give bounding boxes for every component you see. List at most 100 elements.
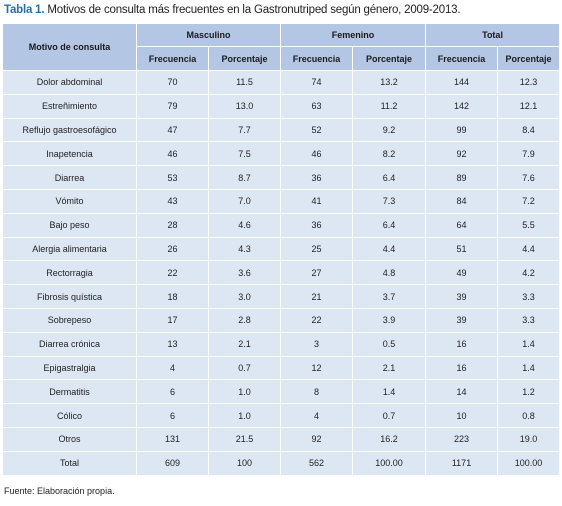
table-row: Bajo peso 28 4.6 36 6.4 64 5.5 — [2, 212, 561, 238]
row-label-cell: Fibrosis quística — [2, 284, 137, 309]
source-note: Fuente: Elaboración propia. — [4, 486, 115, 496]
row-label-cell: Alergia alimentaria — [2, 236, 137, 262]
value-cell: 144 — [425, 70, 499, 95]
value-cell: 21.5 — [207, 426, 282, 452]
value-cell: 52 — [280, 117, 354, 143]
header-group-femenino: Femenino — [280, 23, 427, 47]
value-cell: 4.6 — [207, 212, 282, 238]
value-cell: 4.4 — [497, 236, 561, 262]
table-row: Dolor abdominal 70 11.5 74 13.2 144 12.3 — [2, 70, 561, 95]
table-row: Dermatitis 6 1.0 8 1.4 14 1.2 — [2, 379, 561, 405]
value-cell: 4 — [136, 355, 209, 381]
table-row: Sobrepeso 17 2.8 22 3.9 39 3.3 — [2, 307, 561, 333]
value-cell: 51 — [425, 236, 499, 262]
value-cell: 4.3 — [207, 236, 282, 262]
value-cell: 3.3 — [497, 307, 561, 333]
value-cell: 8.2 — [352, 141, 427, 167]
row-label-cell: Total — [2, 450, 137, 476]
table-caption: Tabla 1. Motivos de consulta más frecuen… — [4, 4, 461, 16]
value-cell: 99 — [425, 117, 499, 143]
row-label-cell: Diarrea — [2, 165, 137, 190]
row-label-cell: Vómito — [2, 188, 137, 214]
value-cell: 7.7 — [207, 117, 282, 143]
row-label-cell: Sobrepeso — [2, 307, 137, 333]
table-row: Cólico 6 1.0 4 0.7 10 0.8 — [2, 403, 561, 428]
value-cell: 64 — [425, 212, 499, 238]
value-cell: 3.0 — [207, 284, 282, 309]
value-cell: 36 — [280, 165, 354, 190]
value-cell: 36 — [280, 212, 354, 238]
row-label-cell: Rectorragia — [2, 260, 137, 286]
value-cell: 14 — [425, 379, 499, 405]
row-label-cell: Estreñimiento — [2, 93, 137, 119]
value-cell: 562 — [280, 450, 354, 476]
value-cell: 1.4 — [497, 355, 561, 381]
table-body: Dolor abdominal 70 11.5 74 13.2 144 12.3 Estreñ… — [2, 70, 561, 476]
caption-label: Tabla 1. — [4, 4, 45, 16]
value-cell: 1.2 — [497, 379, 561, 405]
value-cell: 100.00 — [352, 450, 427, 476]
value-cell: 4 — [280, 403, 354, 428]
value-cell: 5.5 — [497, 212, 561, 238]
row-label-cell: Reflujo gastroesofágico — [2, 117, 137, 143]
value-cell: 49 — [425, 260, 499, 286]
value-cell: 13.2 — [352, 70, 427, 95]
value-cell: 1.4 — [352, 379, 427, 405]
value-cell: 1.0 — [207, 379, 282, 405]
value-cell: 3.9 — [352, 307, 427, 333]
value-cell: 92 — [425, 141, 499, 167]
value-cell: 8.4 — [497, 117, 561, 143]
value-cell: 53 — [136, 165, 209, 190]
value-cell: 6 — [136, 403, 209, 428]
value-cell: 11.2 — [352, 93, 427, 119]
header-group-masculino: Masculino — [135, 23, 282, 47]
value-cell: 46 — [280, 141, 354, 167]
value-cell: 47 — [136, 117, 209, 143]
value-cell: 1.0 — [207, 403, 282, 428]
value-cell: 3.7 — [352, 284, 427, 309]
row-label-cell: Epigastralgia — [2, 355, 137, 381]
value-cell: 13.0 — [207, 93, 282, 119]
value-cell: 13 — [136, 331, 209, 357]
value-cell: 2.8 — [207, 307, 282, 333]
row-label-cell: Dermatitis — [2, 379, 137, 405]
value-cell: 3 — [280, 331, 354, 357]
value-cell: 74 — [280, 70, 354, 95]
value-cell: 12.1 — [497, 93, 561, 119]
value-cell: 22 — [136, 260, 209, 286]
value-cell: 26 — [136, 236, 209, 262]
header-sub: Porcentaje — [352, 46, 427, 71]
row-label-cell: Bajo peso — [2, 212, 137, 238]
table-row: Estreñimiento 79 13.0 63 11.2 142 12.1 — [2, 93, 561, 119]
table-row: Vómito 43 7.0 41 7.3 84 7.2 — [2, 188, 561, 214]
header-group-total: Total — [425, 23, 561, 47]
value-cell: 4.8 — [352, 260, 427, 286]
value-cell: 9.2 — [352, 117, 427, 143]
value-cell: 7.5 — [207, 141, 282, 167]
value-cell: 3.6 — [207, 260, 282, 286]
value-cell: 89 — [425, 165, 499, 190]
value-cell: 223 — [425, 426, 499, 452]
header-sub: Frecuencia — [136, 46, 209, 71]
row-label-cell: Dolor abdominal — [2, 70, 137, 95]
value-cell: 131 — [136, 426, 209, 452]
value-cell: 84 — [425, 188, 499, 214]
value-cell: 43 — [136, 188, 209, 214]
value-cell: 21 — [280, 284, 354, 309]
table-row: Alergia alimentaria 26 4.3 25 4.4 51 4.4 — [2, 236, 561, 262]
table-row: Reflujo gastroesofágico 47 7.7 52 9.2 99 8.4 — [2, 117, 561, 143]
value-cell: 16 — [425, 355, 499, 381]
value-cell: 8 — [280, 379, 354, 405]
table-row: Fibrosis quística 18 3.0 21 3.7 39 3.3 — [2, 284, 561, 309]
value-cell: 25 — [280, 236, 354, 262]
value-cell: 1171 — [425, 450, 499, 476]
value-cell: 19.0 — [497, 426, 561, 452]
row-label-cell: Cólico — [2, 403, 137, 428]
value-cell: 28 — [136, 212, 209, 238]
value-cell: 7.6 — [497, 165, 561, 190]
value-cell: 70 — [136, 70, 209, 95]
value-cell: 2.1 — [352, 355, 427, 381]
value-cell: 27 — [280, 260, 354, 286]
header-sub: Porcentaje — [497, 46, 561, 71]
value-cell: 4.4 — [352, 236, 427, 262]
